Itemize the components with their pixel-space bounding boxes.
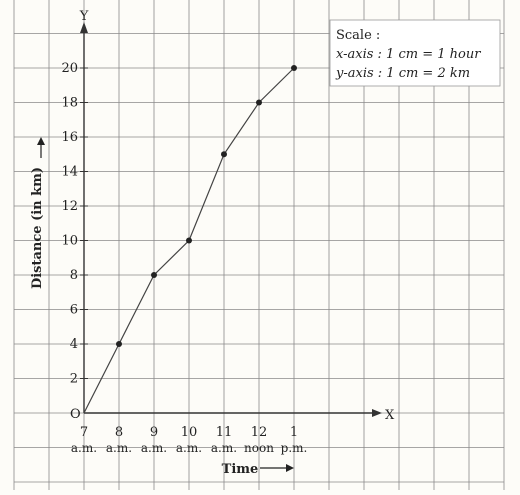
data-point xyxy=(151,272,157,278)
x-axis-letter: X xyxy=(385,408,395,423)
x-tick-label: 11 xyxy=(216,425,233,440)
x-tick-label: 10 xyxy=(181,425,198,440)
y-tick-label: 10 xyxy=(61,234,78,249)
data-point xyxy=(291,65,297,71)
data-point xyxy=(256,99,262,106)
data-point xyxy=(221,151,227,158)
x-tick-sublabel: p.m. xyxy=(281,441,308,455)
x-tick-label: 9 xyxy=(150,425,158,440)
x-tick-sublabel: noon xyxy=(244,441,274,455)
scale-heading: Scale : xyxy=(336,28,380,43)
axes xyxy=(80,22,382,417)
scale-box-background xyxy=(329,19,501,87)
y-tick-label: 6 xyxy=(70,303,78,318)
x-tick-sublabel: a.m. xyxy=(176,441,202,455)
x-axis-label: Time xyxy=(222,462,259,477)
x-tick-sublabel: a.m. xyxy=(141,441,167,455)
scale-y-axis: y-axis : 1 cm = 2 km xyxy=(335,66,470,81)
y-tick-label: 4 xyxy=(70,337,78,352)
x-axis-arrowhead xyxy=(372,409,382,417)
y-axis-label: Distance (in km) xyxy=(30,167,45,289)
y-tick-label: 20 xyxy=(61,61,78,76)
y-tick-label: 14 xyxy=(61,165,78,180)
y-axis-arrowhead xyxy=(80,22,88,33)
data-point xyxy=(116,341,122,347)
x-tick-sublabel: a.m. xyxy=(106,441,132,455)
x-tick-label: 1 xyxy=(290,425,298,440)
y-tick-label: 2 xyxy=(70,372,78,387)
y-tick-label: 18 xyxy=(61,96,78,111)
x-tick-label: 7 xyxy=(80,425,88,440)
data-point xyxy=(186,237,192,244)
scale-x-axis: x-axis : 1 cm = 1 hour xyxy=(336,47,481,62)
x-tick-sublabel: a.m. xyxy=(71,441,97,455)
x-tick-label: 8 xyxy=(115,425,123,440)
y-tick-label: 16 xyxy=(61,130,78,145)
origin-label: O xyxy=(70,407,81,422)
x-axis-label-arrowhead xyxy=(286,464,294,472)
y-axis-letter: Y xyxy=(79,9,89,24)
x-tick-sublabel: a.m. xyxy=(211,441,237,455)
series-distance xyxy=(83,65,297,414)
x-tick-label: 12 xyxy=(251,425,268,440)
y-axis-label-arrowhead xyxy=(37,137,45,145)
y-tick-label: 8 xyxy=(70,268,78,283)
y-tick-label: 12 xyxy=(61,199,78,214)
scale-box: Scale : x-axis : 1 cm = 1 hour y-axis : … xyxy=(329,19,501,87)
